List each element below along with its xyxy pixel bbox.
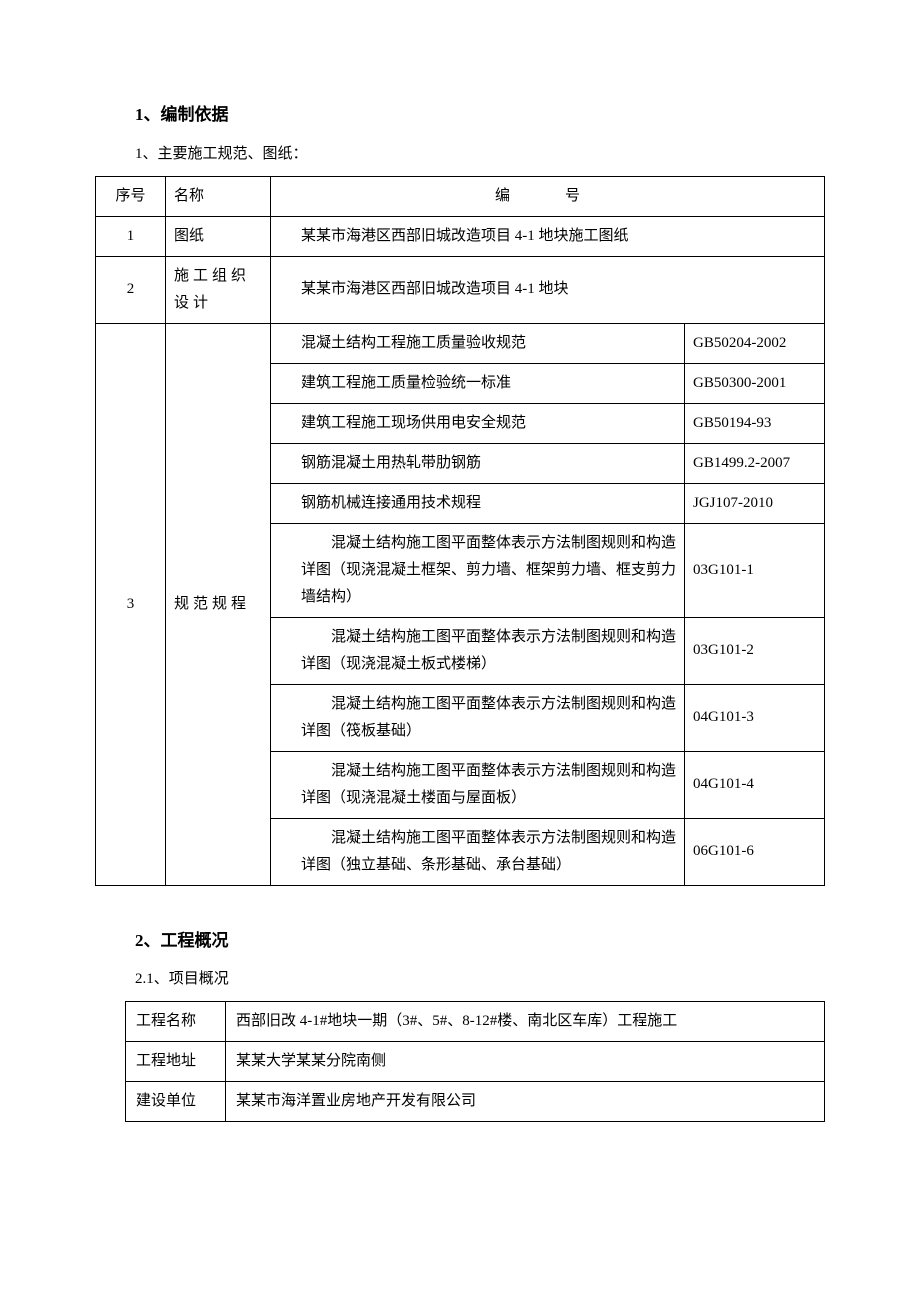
header-name: 名称 (166, 176, 271, 216)
cell-desc: 建筑工程施工现场供用电安全规范 (271, 403, 685, 443)
cell-desc: 某某市海港区西部旧城改造项目 4-1 地块施工图纸 (271, 216, 825, 256)
cell-code: GB50300-2001 (685, 363, 825, 403)
cell-code: JGJ107-2010 (685, 483, 825, 523)
cell-seq: 2 (96, 256, 166, 323)
info-label: 建设单位 (126, 1082, 226, 1122)
cell-desc: 钢筋机械连接通用技术规程 (271, 483, 685, 523)
table-row: 3 规范规程 混凝土结构工程施工质量验收规范 GB50204-2002 (96, 323, 825, 363)
cell-code: 04G101-4 (685, 751, 825, 818)
table-row: 1 图纸 某某市海港区西部旧城改造项目 4-1 地块施工图纸 (96, 216, 825, 256)
cell-code: 03G101-1 (685, 523, 825, 617)
basis-table: 序号 名称 编 号 1 图纸 某某市海港区西部旧城改造项目 4-1 地块施工图纸… (95, 176, 825, 886)
section1-subheading: 1、主要施工规范、图纸： (135, 141, 825, 168)
info-label: 工程地址 (126, 1042, 226, 1082)
table-header-row: 序号 名称 编 号 (96, 176, 825, 216)
cell-desc: 混凝土结构工程施工质量验收规范 (271, 323, 685, 363)
info-value: 某某大学某某分院南侧 (226, 1042, 825, 1082)
cell-code: GB1499.2-2007 (685, 443, 825, 483)
cell-desc: 钢筋混凝土用热轧带肋钢筋 (271, 443, 685, 483)
section2-heading: 2、工程概况 (135, 926, 825, 957)
project-info-table: 工程名称 西部旧改 4-1#地块一期（3#、5#、8-12#楼、南北区车库）工程… (125, 1001, 825, 1122)
table-row: 2 施工组织设计 某某市海港区西部旧城改造项目 4-1 地块 (96, 256, 825, 323)
cell-code: GB50204-2002 (685, 323, 825, 363)
cell-name: 规范规程 (166, 323, 271, 885)
cell-seq: 1 (96, 216, 166, 256)
cell-code: 04G101-3 (685, 684, 825, 751)
info-label: 工程名称 (126, 1002, 226, 1042)
header-number: 编 号 (271, 176, 825, 216)
cell-name: 图纸 (166, 216, 271, 256)
cell-desc: 某某市海港区西部旧城改造项目 4-1 地块 (271, 256, 825, 323)
cell-desc: 混凝土结构施工图平面整体表示方法制图规则和构造详图（独立基础、条形基础、承台基础… (271, 818, 685, 885)
cell-desc: 混凝土结构施工图平面整体表示方法制图规则和构造详图（现浇混凝土框架、剪力墙、框架… (271, 523, 685, 617)
cell-name: 施工组织设计 (166, 256, 271, 323)
cell-seq: 3 (96, 323, 166, 885)
section1-heading: 1、编制依据 (135, 100, 825, 131)
cell-desc: 建筑工程施工质量检验统一标准 (271, 363, 685, 403)
info-value: 西部旧改 4-1#地块一期（3#、5#、8-12#楼、南北区车库）工程施工 (226, 1002, 825, 1042)
info-value: 某某市海洋置业房地产开发有限公司 (226, 1082, 825, 1122)
cell-desc: 混凝土结构施工图平面整体表示方法制图规则和构造详图（现浇混凝土楼面与屋面板） (271, 751, 685, 818)
section2-subheading: 2.1、项目概况 (135, 966, 825, 993)
cell-desc: 混凝土结构施工图平面整体表示方法制图规则和构造详图（现浇混凝土板式楼梯） (271, 617, 685, 684)
table-row: 工程名称 西部旧改 4-1#地块一期（3#、5#、8-12#楼、南北区车库）工程… (126, 1002, 825, 1042)
cell-code: GB50194-93 (685, 403, 825, 443)
cell-desc: 混凝土结构施工图平面整体表示方法制图规则和构造详图（筏板基础） (271, 684, 685, 751)
table-row: 工程地址 某某大学某某分院南侧 (126, 1042, 825, 1082)
table-row: 建设单位 某某市海洋置业房地产开发有限公司 (126, 1082, 825, 1122)
cell-code: 03G101-2 (685, 617, 825, 684)
cell-code: 06G101-6 (685, 818, 825, 885)
header-seq: 序号 (96, 176, 166, 216)
